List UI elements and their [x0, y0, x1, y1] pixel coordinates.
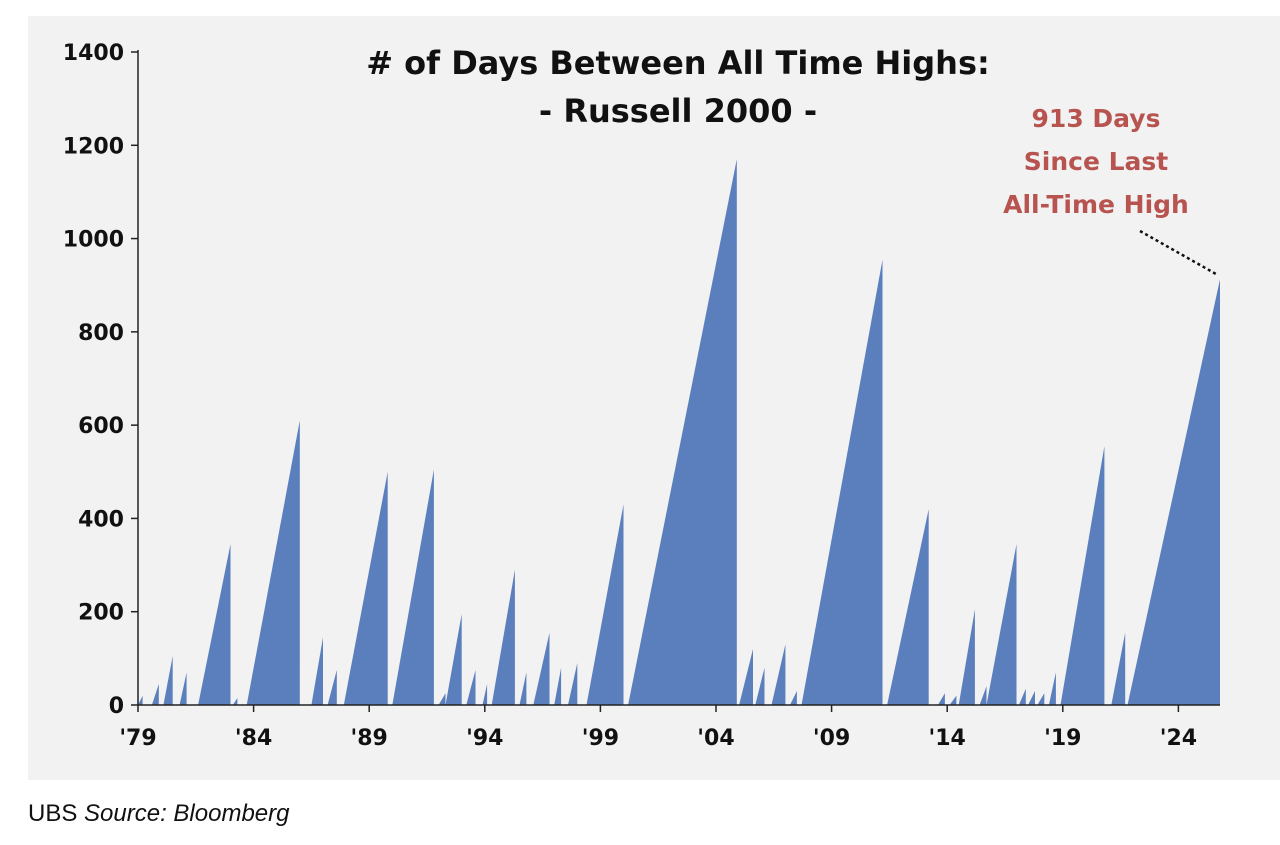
peak-6 — [246, 420, 300, 705]
peak-30 — [958, 609, 975, 705]
peak-4 — [198, 544, 231, 705]
peak-37 — [1060, 446, 1105, 705]
peak-11 — [438, 693, 446, 705]
y-tick-label-1200: 1200 — [63, 134, 124, 159]
chart-panel: 0 200 400 600 800 1000 1200 1400 '79 '84 '89 '94 '99… — [28, 16, 1280, 780]
x-tick-label-1984: '84 — [235, 726, 272, 751]
annotation-line-1: Since Last — [1024, 147, 1169, 176]
peak-5 — [232, 698, 238, 705]
peak-8 — [327, 670, 337, 705]
peak-39 — [1127, 279, 1220, 705]
area-layer — [138, 159, 1220, 706]
peak-1 — [151, 684, 159, 705]
peak-38 — [1111, 632, 1126, 705]
peak-19 — [568, 663, 578, 705]
y-tick-label-200: 200 — [78, 601, 124, 626]
x-tick-label-2004: '04 — [697, 726, 734, 751]
annotation: 913 Days Since Last All-Time High — [1003, 104, 1219, 277]
x-tick-label-1989: '89 — [351, 726, 388, 751]
peak-9 — [343, 471, 388, 705]
peak-23 — [755, 667, 765, 705]
peak-18 — [554, 667, 562, 705]
peak-2 — [163, 656, 173, 705]
peak-22 — [739, 649, 753, 705]
peak-15 — [491, 569, 515, 705]
axis-layer: 0 200 400 600 800 1000 1200 1400 '79 '84 '89 '94 '99… — [63, 41, 1220, 751]
peak-36 — [1048, 672, 1056, 705]
source-footer: UBS Source: Bloomberg — [28, 800, 289, 828]
days-between-highs-chart: 0 200 400 600 800 1000 1200 1400 '79 '84 '89 '94 '99… — [63, 41, 1220, 751]
x-tick-label-1999: '99 — [582, 726, 619, 751]
footer-source: Source: Bloomberg — [84, 800, 290, 827]
annotation-line-2: All-Time High — [1003, 190, 1189, 219]
peak-35 — [1037, 693, 1045, 705]
x-tick-label-1979: '79 — [119, 726, 156, 751]
y-tick-label-400: 400 — [78, 507, 124, 532]
peak-34 — [1028, 691, 1035, 705]
y-tick-label-1000: 1000 — [63, 228, 124, 253]
y-tick-label-800: 800 — [78, 321, 124, 346]
annotation-line-0: 913 Days — [1032, 104, 1161, 133]
peak-10 — [392, 469, 434, 705]
annotation-pointer — [1139, 229, 1219, 277]
footer-brand: UBS — [28, 800, 78, 827]
peak-17 — [533, 632, 550, 705]
x-tick-label-2014: '14 — [929, 726, 966, 751]
peak-13 — [466, 670, 476, 705]
chart-title: # of Days Between All Time Highs: — [366, 44, 990, 82]
peak-7 — [311, 637, 323, 705]
peak-14 — [482, 684, 488, 705]
y-tick-label-0: 0 — [109, 694, 124, 719]
chart-subtitle: - Russell 2000 - — [539, 92, 817, 130]
x-tick-label-2019: '19 — [1044, 726, 1081, 751]
peak-27 — [887, 509, 929, 705]
peak-3 — [179, 672, 187, 705]
x-tick-label-2024: '24 — [1160, 726, 1197, 751]
peak-21 — [628, 159, 737, 706]
peak-33 — [1018, 688, 1026, 705]
peak-24 — [771, 644, 786, 705]
peak-16 — [519, 672, 527, 705]
peak-28 — [937, 693, 945, 705]
peak-31 — [979, 686, 987, 705]
x-tick-label-1994: '94 — [466, 726, 503, 751]
y-tick-label-600: 600 — [78, 414, 124, 439]
peak-0 — [138, 695, 143, 705]
peak-20 — [586, 504, 624, 705]
y-tick-label-1400: 1400 — [63, 41, 124, 66]
peak-12 — [445, 614, 462, 705]
peak-32 — [986, 544, 1017, 705]
peak-25 — [790, 691, 797, 705]
peak-29 — [949, 695, 957, 705]
peak-26 — [801, 259, 883, 705]
x-tick-label-2009: '09 — [813, 726, 850, 751]
